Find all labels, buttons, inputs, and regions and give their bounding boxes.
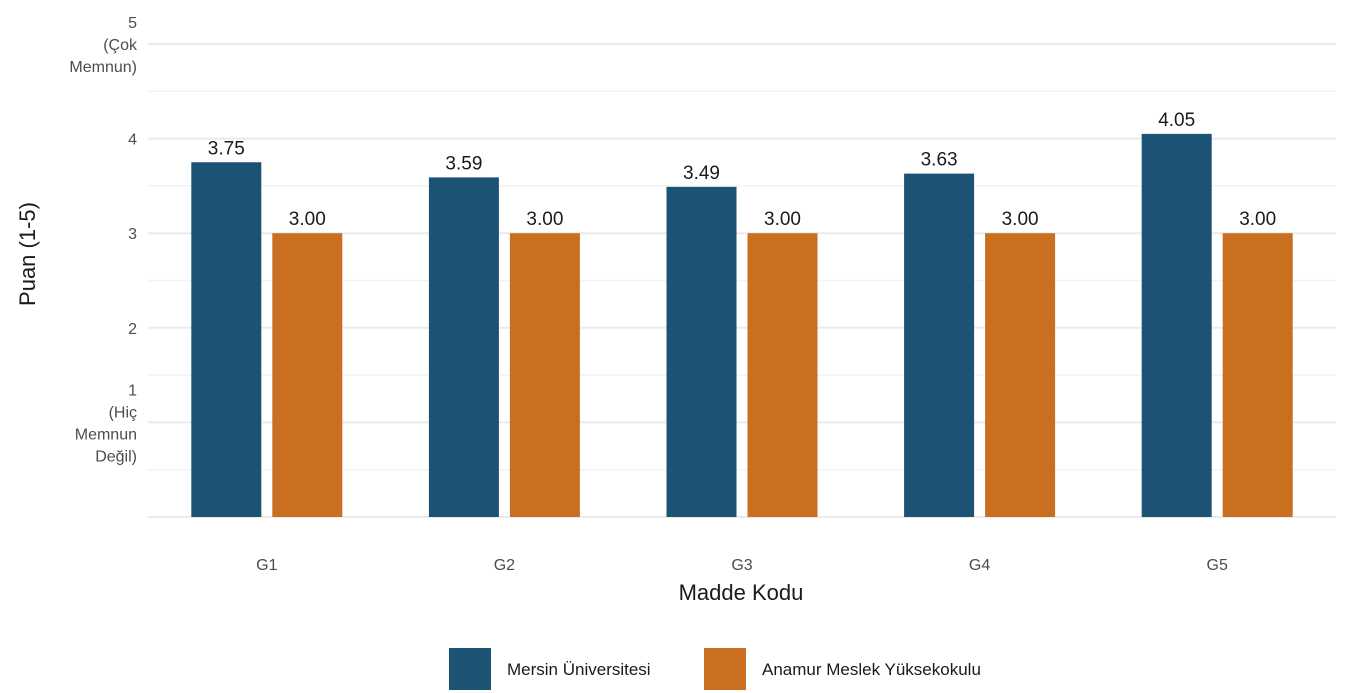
y-tick-label: 3 xyxy=(128,226,137,243)
bar-g3-series-2 xyxy=(747,233,818,517)
bar-g4-series-2 xyxy=(985,233,1056,517)
legend-item: Mersin Üniversitesi xyxy=(449,648,651,690)
x-tick-label: G2 xyxy=(494,557,515,574)
y-tick-label: 5 (Çok Memnun) xyxy=(69,15,138,76)
bar-g5-series-2 xyxy=(1222,233,1293,517)
y-tick-label: 4 xyxy=(128,132,137,149)
bar-g5-series-1 xyxy=(1141,133,1212,517)
bar-g1-series-2 xyxy=(272,233,343,517)
bar-value-label: 3.00 xyxy=(764,209,801,230)
bar-value-label: 3.00 xyxy=(289,209,326,230)
bar-g2-series-2 xyxy=(509,233,580,517)
bar-g3-series-1 xyxy=(666,186,737,517)
legend-swatch xyxy=(449,648,491,690)
bar-g4-series-1 xyxy=(904,173,975,518)
legend-label: Anamur Meslek Yüksekokulu xyxy=(762,660,981,679)
bar-value-label: 3.49 xyxy=(683,163,720,184)
legend-label: Mersin Üniversitesi xyxy=(507,660,651,679)
x-tick-label: G5 xyxy=(1207,557,1228,574)
x-axis-ticks: G1 G2 G3 G4 G5 xyxy=(256,557,1228,574)
x-axis-title: Madde Kodu xyxy=(679,580,804,605)
bar-g2-series-1 xyxy=(428,177,499,518)
bar-value-label: 4.05 xyxy=(1158,110,1195,131)
bars xyxy=(191,133,1293,518)
y-axis-title: Puan (1-5) xyxy=(15,202,40,306)
legend-swatch xyxy=(704,648,746,690)
bar-value-labels: 3.75 3.00 3.59 3.00 3.49 3.00 3.63 3.00 4.05 3.00 xyxy=(208,110,1276,230)
y-tick-label: 1 (Hiç Memnun Değil) xyxy=(75,382,137,465)
bar-value-label: 3.75 xyxy=(208,138,245,159)
legend: Mersin Üniversitesi Anamur Meslek Yükseko… xyxy=(449,648,981,690)
bar-value-label: 3.63 xyxy=(921,150,958,171)
x-tick-label: G4 xyxy=(969,557,990,574)
x-tick-label: G1 xyxy=(256,557,277,574)
y-axis-ticks: 1 (Hiç Memnun Değil) 2 3 4 5 (Çok Memnun) xyxy=(69,15,138,465)
bar-value-label: 3.00 xyxy=(526,209,563,230)
bar-value-label: 3.59 xyxy=(445,153,482,174)
bar-g1-series-1 xyxy=(191,162,262,517)
bar-value-label: 3.00 xyxy=(1002,209,1039,230)
legend-item: Anamur Meslek Yüksekokulu xyxy=(704,648,981,690)
x-tick-label: G3 xyxy=(731,557,752,574)
y-tick-label: 2 xyxy=(128,321,137,338)
grid xyxy=(148,43,1336,518)
bar-value-label: 3.00 xyxy=(1239,209,1276,230)
